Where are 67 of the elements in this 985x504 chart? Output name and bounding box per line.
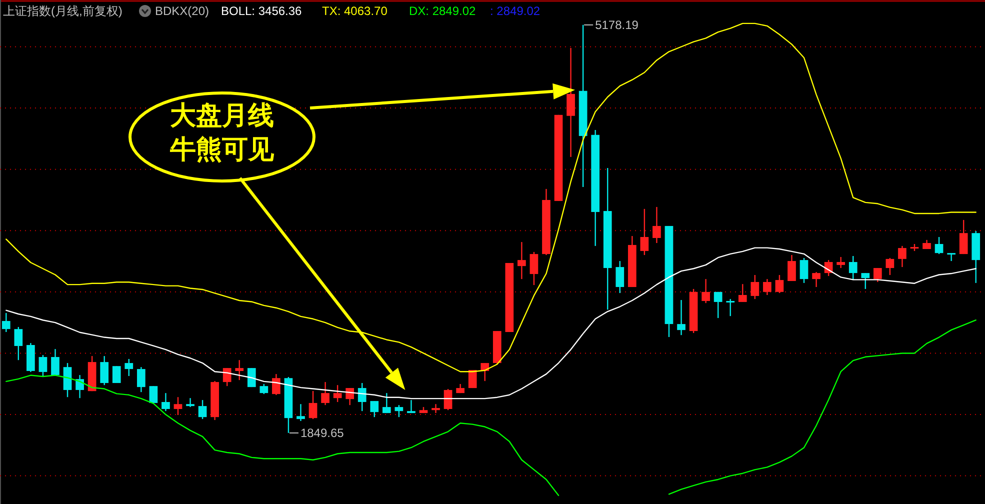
candlestick (321, 381, 330, 406)
candlestick (812, 271, 820, 288)
candlestick (640, 208, 649, 256)
candlestick (432, 403, 440, 414)
candlestick (800, 257, 808, 284)
candlestick (530, 251, 538, 286)
candlestick (726, 298, 735, 317)
candlestick (738, 283, 747, 303)
candlestick (222, 367, 232, 387)
candlestick (394, 404, 404, 418)
candlestick (38, 354, 48, 378)
candlestick (100, 355, 109, 386)
candlestick (136, 366, 146, 393)
candlestick (959, 219, 968, 255)
candlestick (566, 47, 575, 158)
text: DX: 2849.02 (409, 4, 476, 18)
candlestick (260, 383, 268, 395)
candlestick (174, 396, 182, 416)
chart-subtitle: BDKX(20) (155, 4, 210, 18)
candlestick (51, 348, 60, 376)
annotation: 牛熊可见 (169, 134, 275, 164)
candlestick (407, 399, 416, 414)
candlestick (947, 252, 956, 262)
candlestick (112, 365, 121, 384)
chart-title: 上证指数(月线,前复权) (3, 4, 122, 18)
annotation: 1849.65 (300, 426, 344, 440)
candlestick (616, 260, 624, 294)
candlestick (677, 299, 686, 336)
candlestick (370, 400, 379, 418)
text: BOLL: 3456.36 (221, 4, 302, 18)
candlestick (775, 274, 784, 294)
annotation: 5178.19 (595, 18, 639, 32)
candlestick (63, 362, 72, 398)
candlestick (272, 373, 280, 396)
text: TX: 4063.70 (322, 4, 388, 18)
candlestick (296, 403, 305, 422)
candlestick (848, 255, 858, 281)
candlestick (346, 387, 354, 406)
candlestick (186, 397, 194, 408)
candlestick (763, 278, 772, 296)
candlestick (358, 382, 366, 412)
candlestick (788, 254, 796, 282)
candlestick (652, 206, 661, 244)
candlestick (235, 359, 244, 381)
candlestick (14, 326, 23, 361)
candlestick (308, 390, 318, 420)
candlestick (444, 388, 452, 411)
candlestick (518, 241, 526, 280)
candlestick (124, 358, 134, 377)
candlestick (198, 399, 207, 420)
candlestick (873, 267, 882, 283)
candlestick (2, 312, 10, 333)
candlestick (861, 272, 870, 290)
candlestick (836, 256, 846, 269)
annotation: : 2849.02 (490, 4, 540, 18)
candlestick (76, 374, 84, 399)
candlestick (886, 257, 894, 276)
candlestick (162, 392, 170, 412)
candlestick (750, 274, 760, 300)
candlestick (934, 236, 944, 255)
candlestick (898, 245, 906, 268)
candlestick (333, 384, 342, 403)
candlestick (382, 392, 391, 414)
candlestick (702, 278, 710, 304)
candlestick (714, 291, 722, 319)
annotation: 大盘月线 (170, 100, 274, 130)
candlestick (149, 385, 158, 405)
